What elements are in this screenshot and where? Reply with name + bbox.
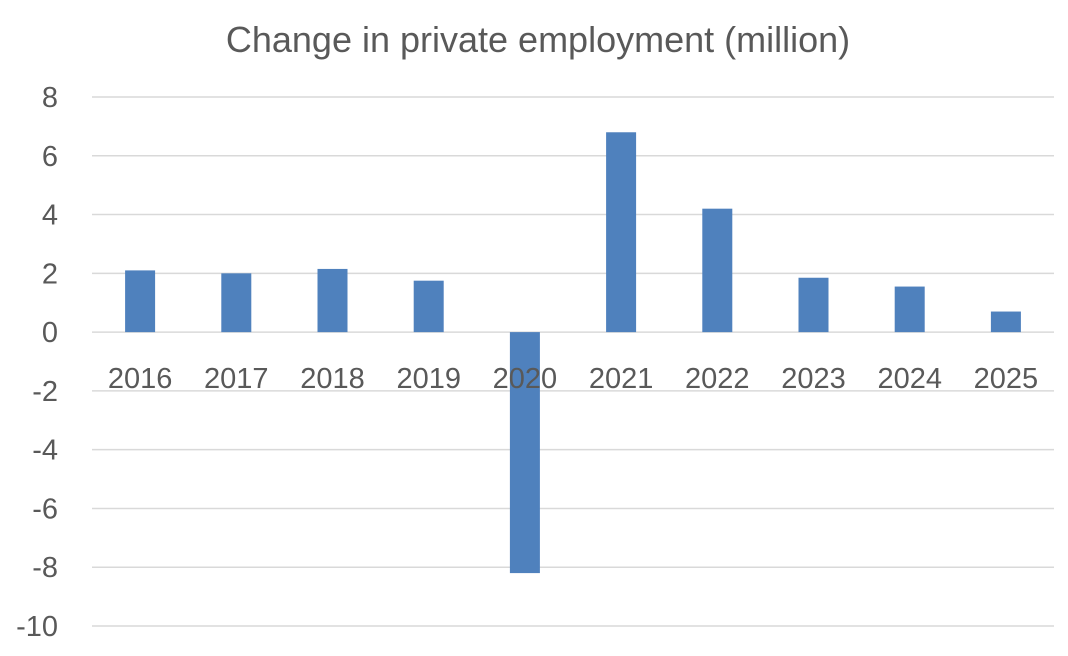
x-tick-label: 2019 xyxy=(396,363,461,395)
x-tick-label: 2016 xyxy=(108,363,173,395)
y-tick-label: 6 xyxy=(42,141,58,173)
x-tick-label: 2025 xyxy=(974,363,1039,395)
bar-2023 xyxy=(798,277,829,333)
y-tick-label: -10 xyxy=(16,611,58,643)
chart-title: Change in private employment (million) xyxy=(225,19,851,60)
x-tick-label: 2017 xyxy=(204,363,269,395)
x-tick-label: 2024 xyxy=(877,363,942,395)
x-tick-label: 2021 xyxy=(589,363,654,395)
bar-2021 xyxy=(606,132,637,333)
bar-2018 xyxy=(317,268,348,333)
bar-2016 xyxy=(125,270,156,333)
bar-2019 xyxy=(413,280,444,333)
x-tick-label: 2023 xyxy=(781,363,846,395)
y-tick-labels: 8 6 4 2 0 -2 -4 -6 -8 -10 xyxy=(16,82,58,643)
y-tick-label: 0 xyxy=(42,317,58,349)
y-tick-label: -6 xyxy=(32,493,58,525)
x-tick-label: 2022 xyxy=(685,363,750,395)
bars xyxy=(125,132,1021,574)
y-tick-label: 8 xyxy=(42,82,58,114)
y-tick-label: -2 xyxy=(32,376,58,408)
y-tick-label: -8 xyxy=(32,552,58,584)
bar-2017 xyxy=(221,273,252,333)
y-tick-label: -4 xyxy=(32,435,58,467)
bar-2020 xyxy=(509,332,540,574)
bar-2022 xyxy=(702,208,733,333)
bar-2024 xyxy=(894,286,925,333)
bar-2025 xyxy=(990,311,1021,333)
y-tick-label: 2 xyxy=(42,258,58,290)
x-tick-label: 2020 xyxy=(493,363,558,395)
x-tick-label: 2018 xyxy=(300,363,365,395)
x-tick-labels: 2016 2017 2018 2019 2020 2021 2022 2023 2024 2025 xyxy=(108,363,1038,395)
gridlines xyxy=(92,96,1054,627)
y-tick-label: 4 xyxy=(42,200,58,232)
